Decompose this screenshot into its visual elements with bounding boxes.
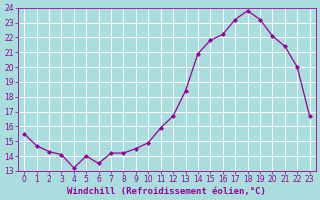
X-axis label: Windchill (Refroidissement éolien,°C): Windchill (Refroidissement éolien,°C) — [68, 187, 266, 196]
